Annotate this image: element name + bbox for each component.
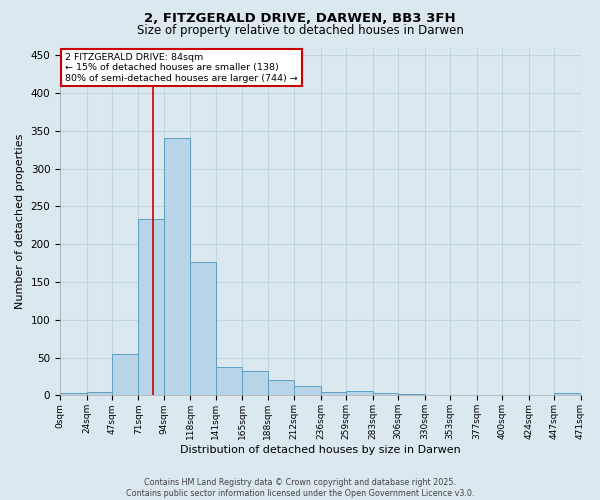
Bar [112,354,139,396]
Text: 2, FITZGERALD DRIVE, DARWEN, BB3 3FH: 2, FITZGERALD DRIVE, DARWEN, BB3 3FH [144,12,456,26]
Bar [190,262,216,396]
Text: 2 FITZGERALD DRIVE: 84sqm
← 15% of detached houses are smaller (138)
80% of semi: 2 FITZGERALD DRIVE: 84sqm ← 15% of detac… [65,52,298,82]
Bar [294,386,321,396]
Bar [268,380,294,396]
Bar [346,391,373,396]
X-axis label: Distribution of detached houses by size in Darwen: Distribution of detached houses by size … [180,445,461,455]
Bar [398,394,425,396]
Bar [373,393,398,396]
Bar [164,138,190,396]
Text: Contains HM Land Registry data © Crown copyright and database right 2025.
Contai: Contains HM Land Registry data © Crown c… [126,478,474,498]
Bar [139,219,164,396]
Bar [321,392,346,396]
Bar [216,368,242,396]
Bar [60,393,86,396]
Bar [554,393,581,396]
Bar [86,392,112,396]
Y-axis label: Number of detached properties: Number of detached properties [15,134,25,309]
Bar [242,371,268,396]
Text: Size of property relative to detached houses in Darwen: Size of property relative to detached ho… [137,24,463,37]
